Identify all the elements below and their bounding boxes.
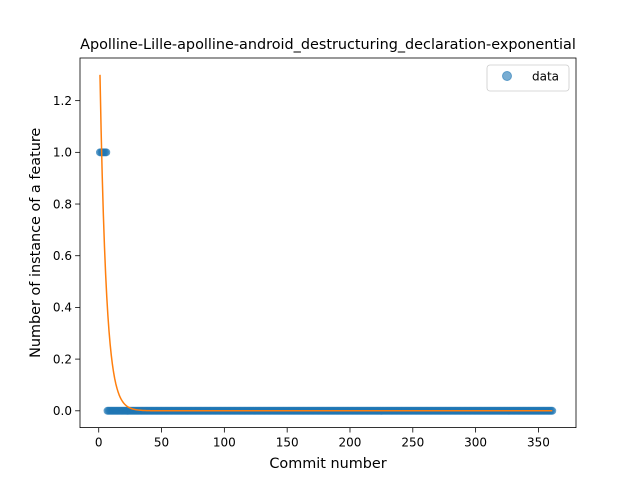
x-axis: 0 50 100 150 200 250 300 350 — [95, 427, 550, 450]
x-tick-label: 300 — [464, 436, 487, 450]
x-tick-label: 100 — [213, 436, 236, 450]
x-tick-label: 350 — [527, 436, 550, 450]
x-tick-label: 150 — [276, 436, 299, 450]
y-tick-label: 0.0 — [53, 404, 72, 418]
legend: data — [486, 64, 570, 92]
x-axis-label: Commit number — [269, 456, 386, 472]
y-axis-label: Number of instance of a feature — [28, 128, 44, 358]
x-tick-label: 50 — [154, 436, 169, 450]
y-tick-label: 1.0 — [53, 146, 72, 160]
y-tick-label: 0.2 — [53, 352, 72, 366]
x-tick-label: 250 — [401, 436, 424, 450]
chart-title: Apolline-Lille-apolline-android_destruct… — [80, 37, 576, 53]
x-tick-label: 200 — [339, 436, 362, 450]
x-tick-label: 0 — [95, 436, 103, 450]
legend-label-data: data — [532, 70, 559, 84]
data-point — [102, 148, 111, 157]
plot-area — [95, 74, 557, 415]
y-axis: 0.0 0.2 0.4 0.6 0.8 1.0 1.2 — [53, 94, 80, 418]
axes-frame — [79, 57, 577, 429]
y-tick-label: 0.6 — [53, 249, 72, 263]
y-tick-label: 0.4 — [53, 301, 72, 315]
fit-line — [99, 74, 553, 412]
legend-marker-data — [502, 71, 512, 81]
y-tick-label: 1.2 — [53, 94, 72, 108]
y-tick-label: 0.8 — [53, 197, 72, 211]
